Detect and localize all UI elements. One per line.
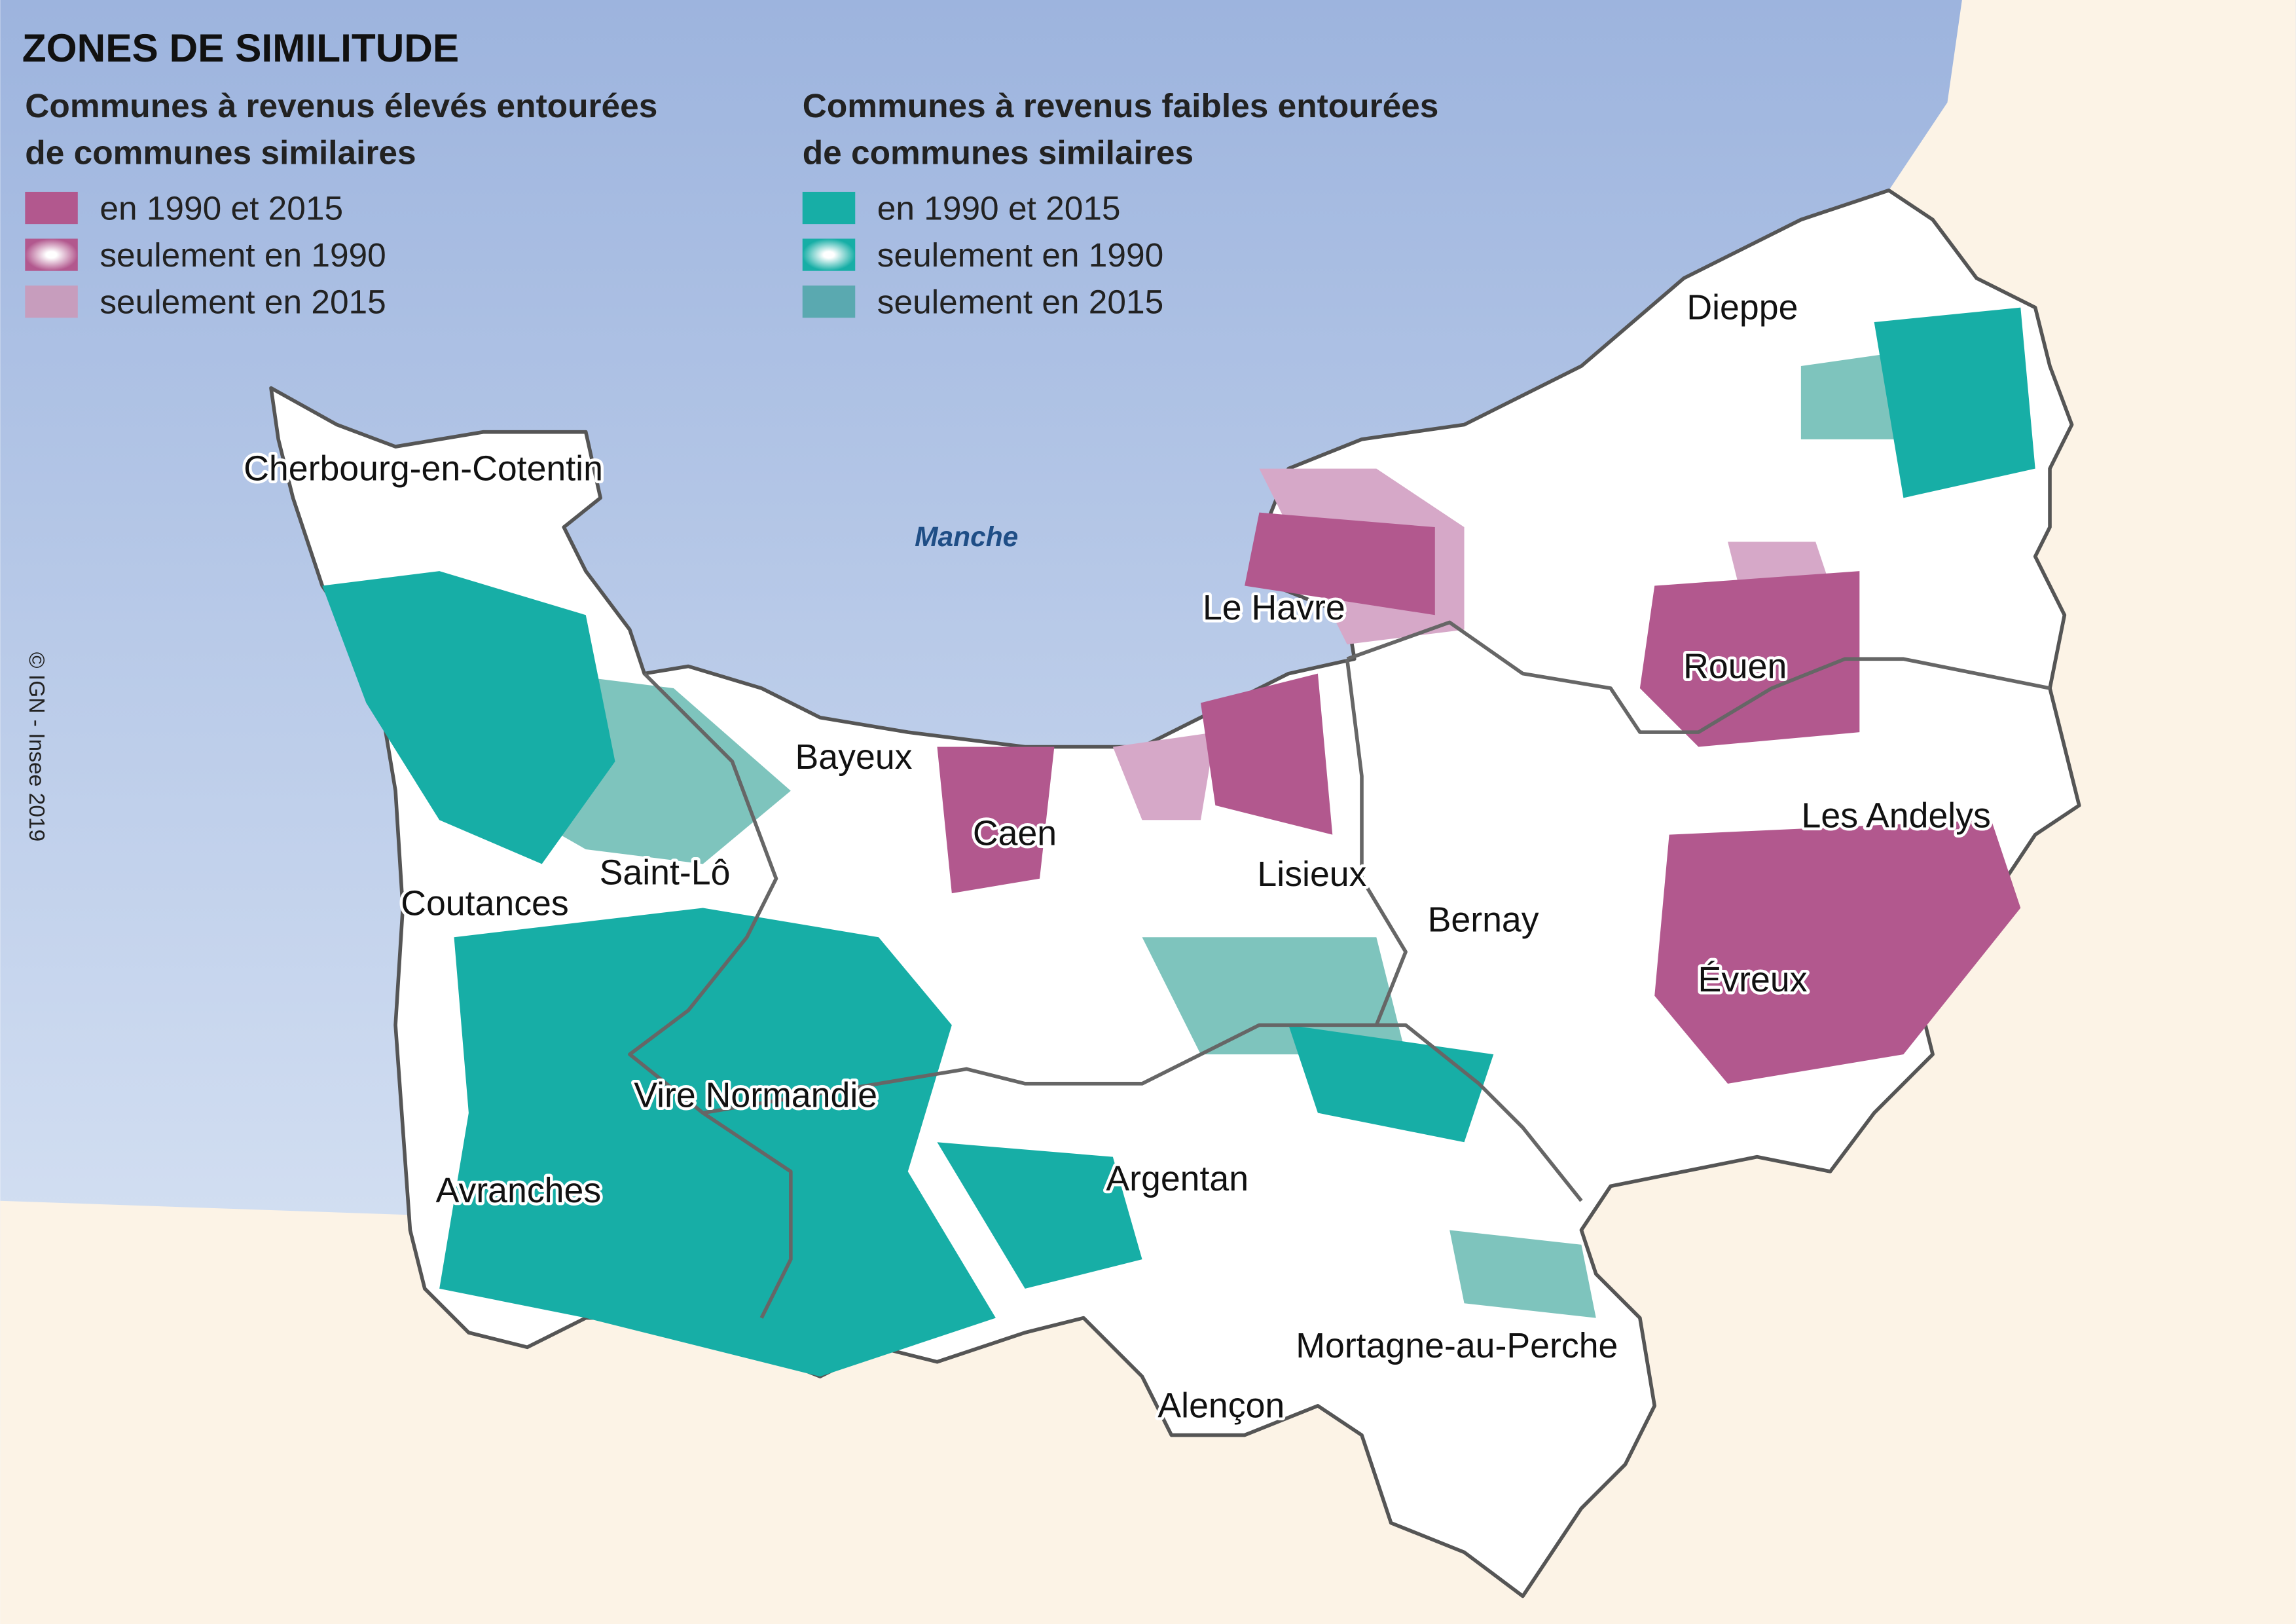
place-label: Avranches [436,1171,602,1210]
legend-item: en 1990 et 2015 [100,189,343,227]
place-label: Les Andelys [1802,796,1991,835]
place-label: Argentan [1106,1159,1248,1198]
border [1345,658,1408,1026]
legend-item: seulement en 2015 [877,283,1163,321]
place-label: Alençon [1157,1386,1285,1426]
zone-high-both [1201,673,1333,835]
zone-low-2015 [1800,351,1904,439]
place-label: Évreux [1698,960,1808,999]
place-label: Bernay [1428,900,1539,939]
legend-swatch [25,191,78,225]
zone-high-both [937,747,1055,894]
place-label: Rouen [1683,646,1787,686]
zone-high-both [1245,512,1435,616]
legend-swatch [802,191,856,225]
border [1346,620,2050,734]
border [702,1023,1583,1202]
legend-heading: Communes à revenus faibles entourées [803,86,1439,124]
legend-swatch [802,286,856,318]
legend-item: seulement en 1990 [877,236,1163,274]
place-label: Saint-Lô [600,853,731,893]
legend-swatch [25,286,78,318]
legend-heading: Communes à revenus élevés entourées [25,86,657,124]
legend-heading: de communes similaires [803,133,1194,171]
place-label: Vire Normandie [634,1076,877,1115]
legend-item: en 1990 et 2015 [877,189,1121,227]
place-label: Caen [973,813,1057,853]
place-label: Bayeux [795,737,913,777]
place-label: Le Havre [1203,588,1345,627]
legend-heading: de communes similaires [25,133,416,171]
legend-swatch [25,238,78,271]
zone-low-both [322,571,615,864]
legend-item: seulement en 2015 [100,283,386,321]
credit: © IGN - Insee 2019 [24,652,48,841]
zone-low-both [439,908,996,1377]
place-label: Lisieux [1257,855,1366,894]
legend-item: seulement en 1990 [100,236,386,274]
map-title: ZONES DE SIMILITUDE [22,26,459,70]
zone-low-2015 [1449,1230,1596,1318]
department-borders [628,620,2050,1319]
place-label: Mortagne-au-Perche [1296,1326,1618,1365]
zone-low-both [1874,307,2035,498]
zone-high-both [1654,820,2021,1084]
border [628,672,793,1319]
sea-label: Manche [915,522,1018,553]
zone-high-both [1639,571,1860,747]
place-label: Cherbourg-en-Cotentin [244,449,603,488]
place-label: Coutances [401,884,569,923]
zone-low-both [937,1142,1142,1289]
zone-high-2015 [1112,732,1216,821]
legend-swatch [802,238,856,271]
place-label: Dieppe [1686,288,1798,327]
